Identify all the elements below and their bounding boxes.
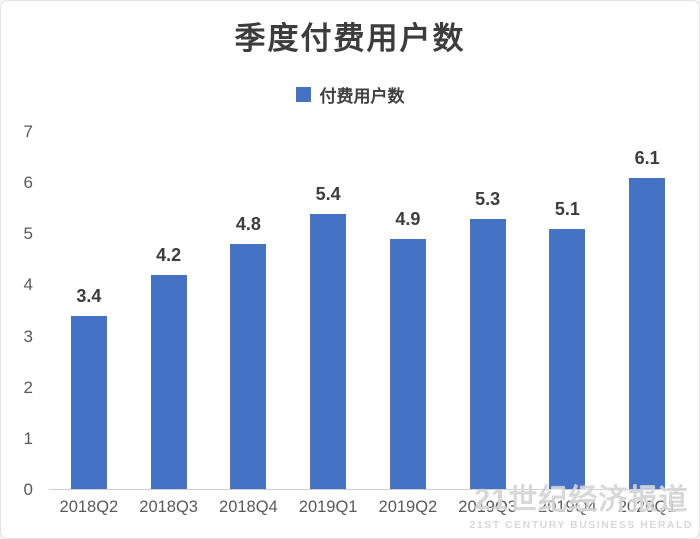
bar: [310, 213, 347, 489]
legend-label: 付费用户数: [319, 87, 405, 106]
y-tick-label: 4: [23, 275, 33, 295]
bar-slot: 6.1: [607, 132, 687, 489]
x-tick-label: 2019Q2: [378, 498, 438, 516]
x-tick-label: 2019Q4: [538, 498, 597, 516]
x-tick-label: 2018Q3: [139, 498, 198, 516]
bar-slot: 4.9: [368, 132, 448, 489]
bar-slot: 5.4: [288, 132, 368, 489]
bar: [469, 218, 506, 489]
y-tick-label: 6: [23, 173, 33, 193]
bar: [549, 228, 586, 489]
y-tick-label: 5: [23, 224, 33, 244]
y-tick-label: 7: [23, 122, 33, 141]
bar-slot: 4.8: [209, 132, 289, 489]
x-tick-label: 2019Q3: [458, 498, 517, 516]
bar-value-label: 5.1: [554, 198, 580, 219]
legend: 付费用户数: [1, 82, 699, 107]
bar: [629, 177, 666, 489]
bar-value-label: 5.4: [315, 183, 341, 204]
bar: [389, 239, 426, 489]
legend-swatch-icon: [295, 87, 311, 102]
x-axis: 2018Q2 2018Q3 2018Q4 2019Q1 2019Q2 2019Q3 2019…: [49, 498, 687, 517]
bar-value-label: 4.2: [156, 244, 182, 265]
x-tick-label: 2018Q2: [59, 498, 119, 516]
bar: [150, 274, 187, 489]
bar-value-label: 4.9: [395, 209, 421, 230]
watermark-en-text: 21ST CENTURY BUSINESS HERALD: [469, 519, 693, 531]
bar-value-label: 5.3: [475, 188, 501, 209]
y-axis: 0 1 2 3 4 5 6 7: [1, 122, 39, 499]
bar-slot: 5.1: [528, 132, 608, 489]
y-tick-label: 0: [23, 480, 33, 499]
x-tick-label: 2019Q1: [298, 498, 358, 516]
chart-title: 季度付费用户数: [234, 21, 466, 56]
y-tick-label: 3: [23, 326, 33, 346]
bar: [230, 244, 267, 489]
y-tick-label: 1: [23, 428, 33, 448]
x-tick-label: 2018Q4: [219, 498, 278, 516]
bar-value-label: 3.4: [76, 285, 102, 306]
bar-value-label: 6.1: [634, 147, 660, 168]
x-tick-label: 2020Q1: [617, 498, 677, 516]
bar-slot: 4.2: [129, 132, 209, 489]
bar-value-label: 4.8: [235, 214, 261, 235]
plot-area: 3.4 4.2 4.8 5.4 4.9 5.3 5.1 6.1: [49, 132, 687, 490]
bar-slot: 5.3: [448, 132, 528, 489]
bar-slot: 3.4: [49, 132, 129, 489]
bar: [70, 315, 107, 489]
y-tick-label: 2: [23, 377, 33, 397]
